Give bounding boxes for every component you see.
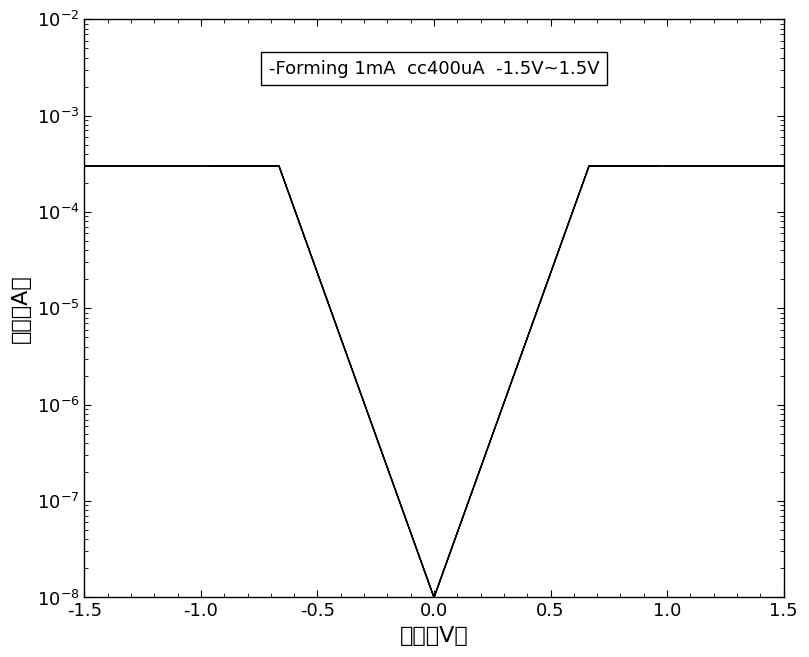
X-axis label: 电压（V）: 电压（V）: [400, 626, 468, 646]
Text: -Forming 1mA  cc400uA  -1.5V~1.5V: -Forming 1mA cc400uA -1.5V~1.5V: [269, 60, 599, 78]
Y-axis label: 电流（A）: 电流（A）: [11, 274, 31, 343]
